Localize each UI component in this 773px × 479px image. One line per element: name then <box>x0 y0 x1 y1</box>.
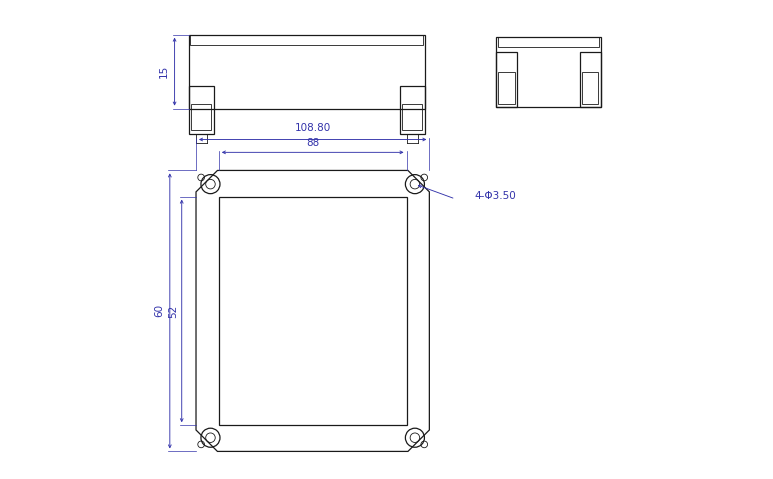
Bar <box>499 72 515 104</box>
Text: 108.80: 108.80 <box>295 123 331 133</box>
Polygon shape <box>196 171 429 451</box>
Bar <box>582 72 598 104</box>
Text: 60: 60 <box>155 304 165 318</box>
Bar <box>219 197 407 425</box>
Text: 52: 52 <box>169 304 178 318</box>
Bar <box>496 52 517 107</box>
Text: 4-Φ3.50: 4-Φ3.50 <box>475 191 516 201</box>
Bar <box>190 34 423 45</box>
Text: 88: 88 <box>306 138 319 148</box>
Bar <box>496 36 601 107</box>
Text: 15: 15 <box>159 65 169 78</box>
Bar <box>498 36 599 47</box>
Bar <box>580 52 601 107</box>
Bar <box>191 104 211 130</box>
Bar <box>400 86 424 134</box>
Bar <box>189 34 424 109</box>
Bar <box>189 86 213 134</box>
Bar <box>402 104 422 130</box>
